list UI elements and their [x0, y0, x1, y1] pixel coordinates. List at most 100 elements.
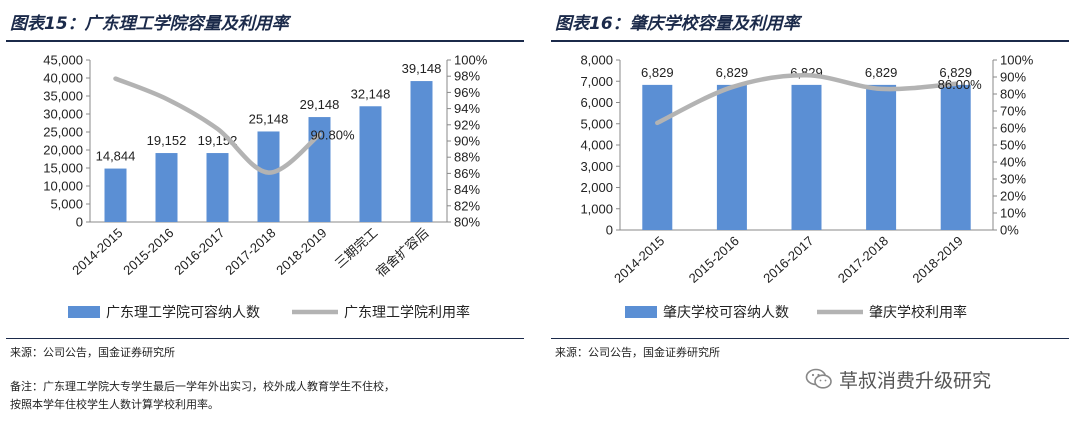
- right-y2-tick-label: 40%: [1000, 155, 1026, 170]
- right-y2-tick-label: 30%: [1000, 172, 1026, 187]
- left-y2-tick-label: 100%: [454, 53, 488, 68]
- right-x-tick-label: 2017-2018: [835, 233, 891, 286]
- left-legend-bar-swatch: [68, 306, 100, 318]
- right-source-rule: [551, 338, 1069, 339]
- right-y-tick-label: 2,000: [580, 180, 613, 195]
- right-bar-label: 6,829: [716, 65, 749, 80]
- left-y-tick-label: 10,000: [43, 179, 83, 194]
- right-bar: [791, 84, 822, 230]
- watermark: 草叔消费升级研究: [805, 366, 991, 392]
- left-bar: [104, 168, 127, 222]
- left-y2-tick-label: 82%: [454, 198, 480, 213]
- left-y2-tick-label: 98%: [454, 69, 480, 84]
- right-chart: 0 1,000 2,000 3,000 4,000 5,000 6,000 7,000 8,00…: [580, 53, 1034, 321]
- right-legend-bar-label: 肇庆学校可容纳人数: [663, 304, 789, 320]
- left-note-line-2: 按照本学年住校学生人数计算学校利用率。: [10, 398, 219, 411]
- watermark-text: 草叔消费升级研究: [839, 369, 992, 392]
- left-bar: [257, 131, 280, 222]
- right-x-tick-label: 2016-2017: [760, 233, 816, 286]
- wechat-icon: [805, 368, 832, 389]
- right-bar: [716, 84, 747, 230]
- right-y-tick-label: 4,000: [580, 138, 613, 153]
- left-y-tick-label: 35,000: [43, 89, 83, 104]
- right-line-series: [655, 73, 958, 126]
- left-y2-tick-label: 96%: [454, 85, 480, 100]
- right-bar: [866, 84, 897, 230]
- left-bar: [410, 81, 433, 222]
- left-x-tick-label: 2015-2016: [120, 225, 176, 278]
- right-line-label: 86.00%: [938, 77, 983, 92]
- left-x-tick-label: 2018-2019: [273, 225, 329, 278]
- right-y2-tick-label: 100%: [1000, 53, 1034, 68]
- left-y2-tick-label: 86%: [454, 166, 480, 181]
- left-x-tick-label: 宿舍扩容后: [373, 225, 431, 280]
- left-y-tick-label: 20,000: [43, 143, 83, 158]
- right-bar: [642, 84, 673, 230]
- left-bar-label: 32,148: [351, 86, 391, 101]
- left-y-tick-label: 0: [76, 215, 83, 230]
- right-y2-tick-label: 90%: [1000, 70, 1026, 85]
- left-y2-tick-label: 80%: [454, 215, 480, 230]
- left-x-tick-label: 三期完工: [332, 225, 381, 271]
- right-y2-tick-label: 50%: [1000, 138, 1026, 153]
- left-legend-bar-label: 广东理工学院可容纳人数: [106, 304, 260, 320]
- left-chart: 0 5,000 10,000 15,000 20,000 25,000 30,000 35,0…: [43, 53, 488, 321]
- right-bar: [940, 84, 971, 230]
- right-y2-tick-label: 80%: [1000, 87, 1026, 102]
- left-y-tick-label: 40,000: [43, 71, 83, 86]
- left-note-line-1: 备注：广东理工学院大专学生最后一学年外出实习，校外成人教育学生不住校，: [10, 380, 395, 393]
- right-y-tick-label: 3,000: [580, 159, 613, 174]
- left-y-tick-label: 25,000: [43, 125, 83, 140]
- left-source-rule: [6, 338, 524, 339]
- left-y-tick-label: 45,000: [43, 53, 83, 68]
- right-legend-bar-swatch: [625, 306, 657, 318]
- left-x-tick-label: 2014-2015: [69, 225, 125, 278]
- right-x-tick-label: 2018-2019: [909, 233, 965, 286]
- right-figure-title: 图表16：肇庆学校容量及利用率: [555, 14, 800, 34]
- right-y-tick-label: 0: [606, 223, 613, 238]
- right-y2-tick-label: 10%: [1000, 206, 1026, 221]
- right-bar-label: 6,829: [939, 65, 972, 80]
- right-y2-tick-label: 60%: [1000, 121, 1026, 136]
- left-bar-label: 39,148: [402, 61, 442, 76]
- left-figure-title: 图表15：广东理工学院容量及利用率: [10, 14, 289, 34]
- left-y2-tick-label: 94%: [454, 101, 480, 116]
- left-y-tick-label: 5,000: [50, 197, 83, 212]
- right-y-tick-label: 6,000: [580, 95, 613, 110]
- right-bar-label: 6,829: [865, 65, 898, 80]
- left-bar: [359, 106, 382, 222]
- left-y2-tick-label: 92%: [454, 117, 480, 132]
- right-y2-tick-label: 70%: [1000, 104, 1026, 119]
- right-y2-tick-label: 0%: [1000, 223, 1019, 238]
- right-legend-line-label: 肇庆学校利用率: [869, 304, 967, 320]
- left-y2-tick-label: 88%: [454, 150, 480, 165]
- right-source: 来源：公司公告，国金证券研究所: [555, 346, 720, 359]
- right-x-tick-label: 2014-2015: [611, 233, 667, 286]
- left-y2-tick-label: 90%: [454, 134, 480, 149]
- left-bar-label: 14,844: [96, 149, 136, 164]
- left-x-tick-label: 2016-2017: [171, 225, 227, 278]
- left-y2-tick-label: 84%: [454, 182, 480, 197]
- left-bar: [155, 153, 178, 222]
- left-line-label: 90.80%: [310, 128, 355, 143]
- right-y-tick-label: 8,000: [580, 53, 613, 68]
- left-x-tick-label: 2017-2018: [222, 225, 278, 278]
- left-y-tick-label: 15,000: [43, 161, 83, 176]
- right-y2-tick-label: 20%: [1000, 189, 1026, 204]
- right-y-tick-label: 7,000: [580, 74, 613, 89]
- left-bar: [308, 117, 331, 222]
- left-title-rule: [6, 40, 524, 42]
- left-bar-label: 19,152: [147, 133, 187, 148]
- right-y-tick-label: 1,000: [580, 201, 613, 216]
- left-bar-label: 29,148: [300, 97, 340, 112]
- left-legend-line-label: 广东理工学院利用率: [344, 304, 470, 320]
- left-y-tick-label: 30,000: [43, 107, 83, 122]
- left-line-series: [113, 76, 322, 175]
- left-bar-label: 25,148: [249, 111, 289, 126]
- right-title-rule: [551, 40, 1069, 42]
- left-source: 来源：公司公告，国金证券研究所: [10, 346, 175, 359]
- right-y-tick-label: 5,000: [580, 116, 613, 131]
- right-x-tick-label: 2015-2016: [686, 233, 742, 286]
- right-bar-label: 6,829: [641, 65, 674, 80]
- left-bar: [206, 153, 229, 222]
